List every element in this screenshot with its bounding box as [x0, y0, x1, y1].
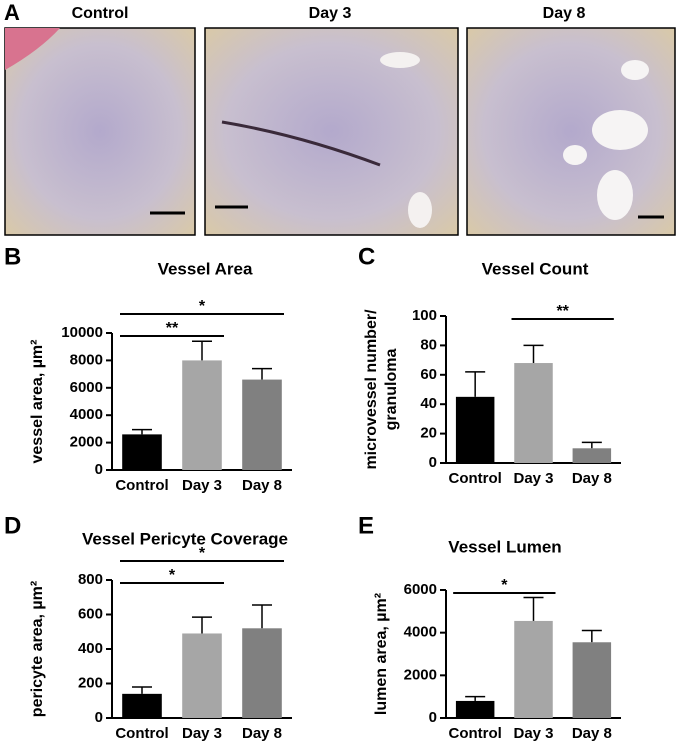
- chart-title: Vessel Area: [158, 259, 253, 278]
- y-tick-label: 0: [429, 454, 437, 471]
- y-axis-label: pericyte area, µm²: [29, 581, 46, 717]
- y-tick-label: 8000: [70, 351, 103, 368]
- x-tick-label: Day 8: [242, 477, 282, 494]
- significance-label: *: [199, 298, 206, 315]
- x-tick-label: Day 3: [513, 470, 553, 487]
- y-tick-label: 10000: [61, 324, 103, 341]
- micrograph: [4, 27, 196, 236]
- panel-letter: B: [4, 243, 21, 270]
- y-tick-label: 0: [95, 461, 103, 478]
- y-tick-label: 2000: [404, 666, 437, 683]
- panel-letter: A: [4, 0, 20, 25]
- x-tick-label: Control: [115, 725, 168, 742]
- y-tick-label: 20: [420, 425, 437, 442]
- y-tick-label: 0: [429, 709, 437, 726]
- bar: [182, 360, 222, 470]
- chart-title: Vessel Pericyte Coverage: [82, 529, 288, 548]
- y-tick-label: 6000: [70, 379, 103, 396]
- image-label: Day 8: [543, 5, 586, 22]
- bar: [242, 628, 282, 718]
- bar: [514, 363, 553, 463]
- significance-label: *: [501, 577, 508, 594]
- x-tick-label: Day 8: [242, 725, 282, 742]
- x-tick-label: Day 3: [513, 725, 553, 742]
- bar: [455, 700, 495, 718]
- bar: [572, 642, 612, 718]
- image-label: Day 3: [309, 5, 352, 22]
- x-tick-label: Control: [449, 470, 502, 487]
- bar: [122, 434, 162, 470]
- y-axis-label: vessel area, µm²: [29, 340, 46, 464]
- y-tick-label: 60: [420, 366, 437, 383]
- y-tick-label: 400: [78, 640, 103, 657]
- y-tick-label: 2000: [70, 434, 103, 451]
- y-tick-label: 800: [78, 571, 103, 588]
- x-tick-label: Control: [115, 477, 168, 494]
- bar: [182, 633, 222, 718]
- panel-letter: D: [4, 512, 21, 539]
- y-axis-label: granuloma: [383, 349, 400, 431]
- bar: [514, 620, 553, 718]
- y-tick-label: 100: [412, 307, 437, 324]
- image-label: Control: [72, 5, 129, 22]
- y-tick-label: 6000: [404, 581, 437, 598]
- bar: [572, 448, 612, 463]
- y-tick-label: 4000: [70, 406, 103, 423]
- bar: [242, 379, 282, 470]
- significance-label: *: [199, 545, 206, 562]
- significance-label: **: [556, 303, 569, 320]
- y-tick-label: 0: [95, 709, 103, 726]
- y-tick-label: 40: [420, 395, 437, 412]
- y-axis-label: microvessel number/: [363, 309, 380, 470]
- x-tick-label: Day 8: [572, 470, 612, 487]
- y-tick-label: 200: [78, 674, 103, 691]
- y-tick-label: 4000: [404, 624, 437, 641]
- x-tick-label: Day 3: [182, 477, 222, 494]
- panel-letter: C: [358, 243, 375, 270]
- x-tick-label: Day 8: [572, 725, 612, 742]
- significance-label: *: [169, 567, 176, 584]
- bar: [122, 693, 162, 718]
- y-tick-label: 600: [78, 605, 103, 622]
- micrograph: [466, 27, 676, 236]
- y-axis-label: lumen area, µm²: [373, 593, 390, 715]
- x-tick-label: Control: [449, 725, 502, 742]
- chart-title: Vessel Lumen: [448, 537, 561, 556]
- panel-letter: E: [358, 512, 374, 539]
- significance-label: **: [166, 320, 179, 337]
- x-tick-label: Day 3: [182, 725, 222, 742]
- y-tick-label: 80: [420, 336, 437, 353]
- bar: [455, 396, 495, 463]
- micrograph: [204, 27, 459, 236]
- chart-title: Vessel Count: [482, 259, 589, 278]
